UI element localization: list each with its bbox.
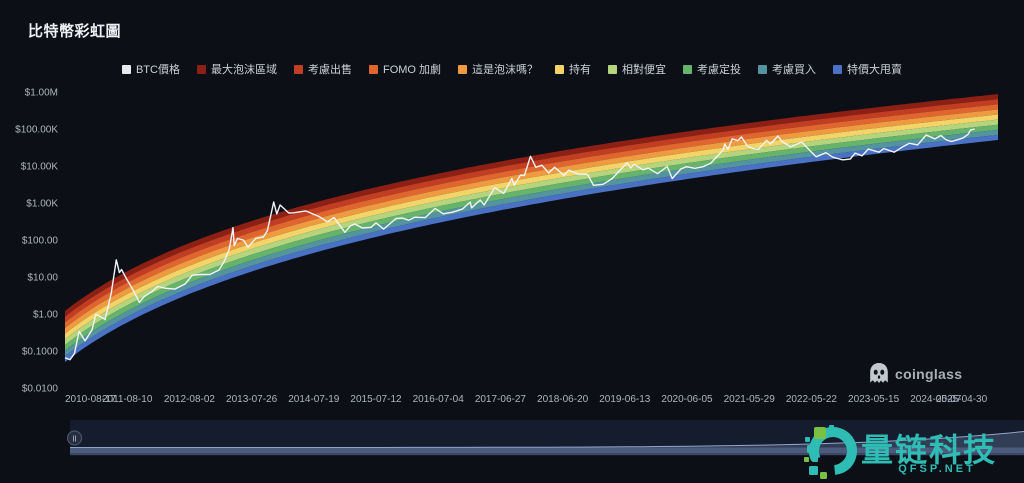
coinglass-logo-text: coinglass xyxy=(895,365,963,382)
legend-label: 這是泡沫嗎？ xyxy=(472,64,539,76)
x-axis-label: 2022-05-22 xyxy=(785,394,837,405)
legend-swatch xyxy=(683,64,693,74)
legend-item-7[interactable]: 考慮定投 xyxy=(683,61,741,77)
legend-swatch xyxy=(758,64,768,74)
rainbow-plot-area[interactable] xyxy=(0,0,1024,420)
legend-item-6[interactable]: 相對便宜 xyxy=(608,61,666,77)
legend-label: FOMO 加劇 xyxy=(382,64,442,76)
x-axis-label: 2017-06-27 xyxy=(474,394,526,405)
legend-swatch xyxy=(458,64,468,74)
x-axis-label: 2013-07-26 xyxy=(226,394,278,405)
x-axis-label: 2020-06-05 xyxy=(661,394,713,405)
btc-price-line xyxy=(64,128,975,361)
x-axis-label: 2016-07-04 xyxy=(412,394,464,405)
coinglass-branding: coinglass xyxy=(869,362,962,385)
x-axis-label: 2015-07-12 xyxy=(350,394,402,405)
legend-item-5[interactable]: 持有 xyxy=(555,61,591,77)
navigator-bottom-strip xyxy=(70,447,1024,455)
navigator-left-handle[interactable] xyxy=(67,430,82,446)
x-axis-label: 2018-06-20 xyxy=(537,394,589,405)
legend-label: 最大泡沫區域 xyxy=(210,64,277,76)
legend-label: 相對便宜 xyxy=(622,64,667,76)
y-axis-label: $1.00 xyxy=(32,309,58,321)
legend-label: 考慮出售 xyxy=(307,64,352,76)
x-axis-label: 2014-07-19 xyxy=(288,394,340,405)
chart-legend: BTC價格 最大泡沫區域 考慮出售 FOMO 加劇 這是泡沫嗎？ 持有 相對便宜 考慮定投 考慮… xyxy=(0,61,1024,77)
grip-icon xyxy=(75,435,76,441)
legend-swatch xyxy=(833,64,843,74)
legend-swatch xyxy=(196,64,206,74)
timeline-navigator[interactable] xyxy=(67,420,1024,456)
x-axis-label: 2012-08-02 xyxy=(163,394,215,405)
y-axis-label: $10.00 xyxy=(27,272,58,284)
y-axis-label: $0.1000 xyxy=(21,346,58,358)
legend-label: 持有 xyxy=(569,64,592,76)
watermark: 量链科技 QFSP.NET xyxy=(804,423,1024,483)
legend-item-9[interactable]: 特價大甩賣 xyxy=(833,61,902,77)
y-axis-label: $1.00K xyxy=(26,198,58,210)
legend-label: 考慮定投 xyxy=(697,64,742,76)
legend-label: BTC價格 xyxy=(135,64,180,76)
y-axis-label: $100.00 xyxy=(21,235,58,247)
legend-swatch xyxy=(121,64,131,74)
legend-item-0[interactable]: BTC價格 xyxy=(121,61,180,77)
x-axis-label: 2024-05-07 xyxy=(910,394,962,405)
navigator-mini-chart xyxy=(70,431,1024,455)
legend-item-4[interactable]: 這是泡沫嗎？ xyxy=(458,61,538,77)
x-axis-label: 2025-04-30 xyxy=(936,394,988,405)
legend-item-1[interactable]: 最大泡沫區域 xyxy=(196,61,277,77)
coinglass-ghost-icon xyxy=(870,363,888,383)
x-axis-label: 2021-05-29 xyxy=(723,394,775,405)
legend-item-8[interactable]: 考慮買入 xyxy=(758,61,816,77)
y-axis-label: $10.00K xyxy=(20,161,58,173)
watermark-brand-text: 量链科技 xyxy=(861,432,998,468)
legend-swatch xyxy=(555,64,565,74)
legend-label: 特價大甩賣 xyxy=(847,64,903,76)
x-axis-label: 2010-08-17 xyxy=(65,394,117,405)
legend-item-2[interactable]: 考慮出售 xyxy=(293,61,352,77)
legend-label: 考慮買入 xyxy=(772,64,817,76)
y-axis-label: $0.0100 xyxy=(21,383,58,395)
y-axis-label: $1.00M xyxy=(24,87,58,99)
legend-swatch xyxy=(293,64,303,74)
navigator-curve xyxy=(70,431,1024,448)
legend-swatch xyxy=(368,64,378,74)
grip-icon xyxy=(73,435,74,441)
page-title: 比特幣彩虹圖 xyxy=(28,23,122,40)
legend-swatch xyxy=(608,64,618,74)
y-axis-label: $100.00K xyxy=(15,124,58,136)
watermark-logo-icon xyxy=(804,425,857,479)
legend-item-3[interactable]: FOMO 加劇 xyxy=(368,61,442,77)
x-axis-label: 2023-05-15 xyxy=(848,394,900,405)
x-axis-label: 2011-08-10 xyxy=(101,394,153,405)
watermark-site-text: QFSP.NET xyxy=(898,463,976,475)
x-axis-label: 2019-06-13 xyxy=(599,394,651,405)
